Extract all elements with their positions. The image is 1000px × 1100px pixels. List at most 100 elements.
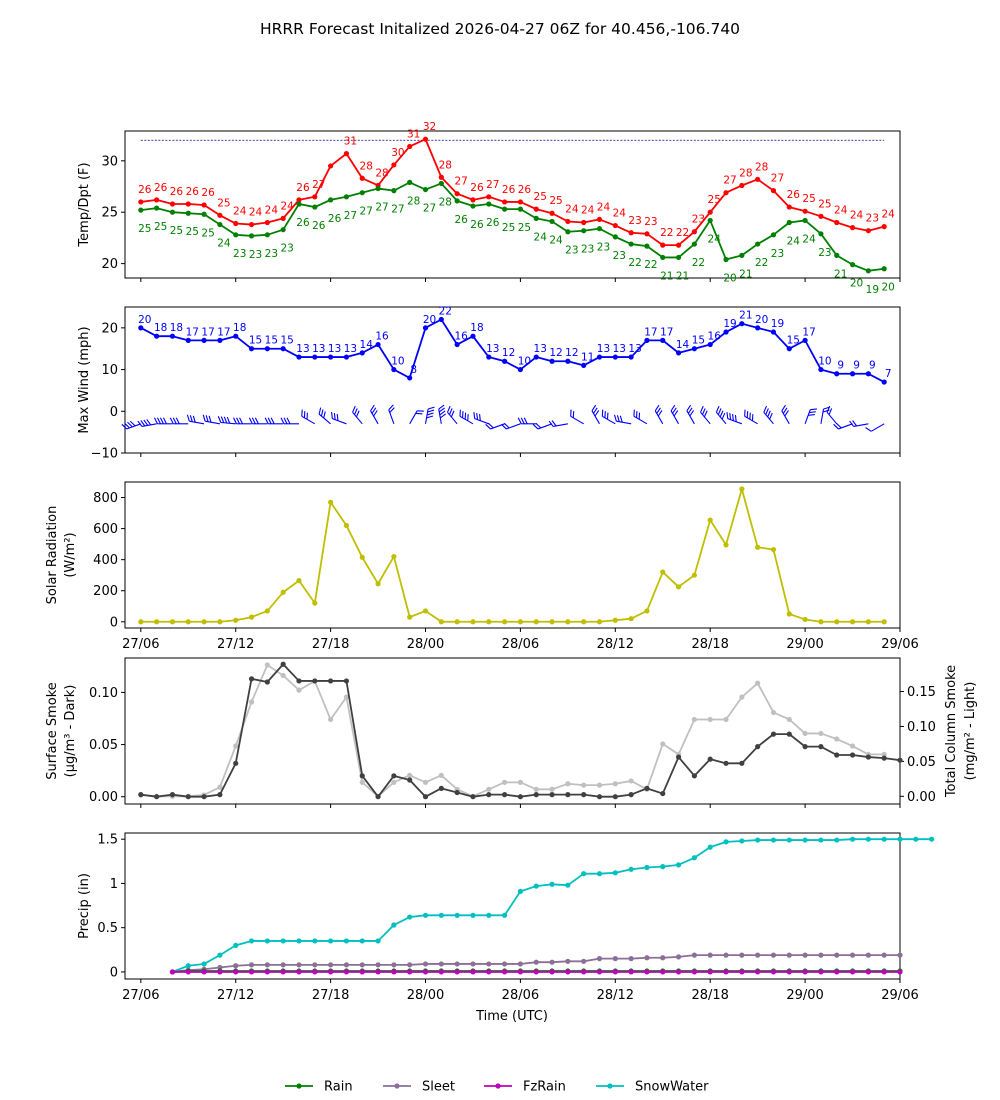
sleet-point — [312, 962, 318, 968]
dewpoint-point — [138, 207, 144, 213]
total-column-smoke-point — [280, 672, 286, 679]
dewpoint-data-label: 23 — [565, 245, 578, 257]
dewpoint-point — [201, 211, 207, 217]
temperature-data-label: 26 — [154, 182, 168, 194]
max-wind-point — [296, 354, 302, 360]
max-wind-point — [264, 346, 270, 352]
max-wind-point — [359, 350, 365, 356]
temperature-data-label: 26 — [296, 182, 310, 194]
total-column-smoke-point — [407, 772, 413, 778]
temperature-data-label: 22 — [660, 227, 673, 239]
temperature-point — [169, 201, 176, 207]
wind-barb — [715, 405, 727, 425]
temperature-data-label: 24 — [565, 203, 579, 215]
surface-smoke-point — [407, 777, 413, 783]
temperature-point — [296, 197, 302, 203]
dewpoint-data-label: 21 — [739, 268, 752, 280]
temperature-point — [707, 209, 713, 215]
surface-smoke-point — [169, 792, 176, 798]
temperature-point — [407, 143, 413, 150]
dewpoint-data-label: 27 — [391, 204, 404, 216]
max-wind-data-label: 20 — [423, 314, 436, 326]
sleet-point — [328, 962, 334, 968]
surface-smoke-point — [533, 792, 539, 798]
total-column-smoke-point — [343, 694, 350, 700]
snowwater-point — [233, 942, 239, 948]
solar-radiation-point — [675, 584, 682, 590]
surface-smoke-point — [581, 792, 587, 798]
snowwater-point — [533, 883, 539, 889]
wind-barb — [763, 405, 774, 425]
total-column-smoke-point — [517, 779, 524, 785]
solar-radiation-point — [739, 486, 745, 492]
snowwater-point — [596, 871, 603, 877]
wind-barb — [459, 409, 474, 425]
dewpoint-point — [802, 217, 808, 224]
total-column-smoke-point — [565, 781, 571, 787]
dewpoint-data-label: 23 — [249, 249, 262, 261]
solar-radiation-point — [422, 608, 429, 614]
sleet-point — [517, 961, 524, 967]
dewpoint-point — [644, 243, 650, 249]
surface-smoke-point — [422, 794, 429, 800]
surface-smoke-point — [391, 773, 397, 779]
smoke-panel: 0.00 0.05 0.10 Surface Smoke (μg/m³ - Dark) 0… — [45, 657, 978, 808]
sleet-point — [422, 961, 429, 967]
temperature-data-label: 31 — [407, 128, 420, 140]
dewpoint-data-label: 25 — [502, 222, 515, 234]
legend-marker — [607, 1083, 613, 1089]
dewpoint-data-label: 27 — [423, 203, 436, 215]
dewpoint-data-label: 27 — [375, 202, 388, 214]
wind-barb — [633, 409, 648, 425]
dewpoint-data-label: 25 — [154, 221, 167, 233]
wind-barb — [352, 405, 363, 425]
dewpoint-point — [154, 205, 160, 211]
temperature-point — [849, 225, 856, 231]
dewpoint-point — [217, 221, 223, 228]
surface-smoke-point — [818, 744, 824, 750]
dewpoint-point — [375, 185, 381, 192]
max-wind-point — [723, 329, 729, 335]
sleet-point — [644, 955, 650, 961]
max-wind-point — [343, 354, 350, 360]
snowwater-point — [328, 938, 334, 944]
temperature-point — [644, 231, 650, 237]
x-tick-label: 28/00 — [407, 988, 444, 1003]
max-wind-data-label: 18 — [233, 322, 246, 334]
dewpoint-point — [770, 232, 777, 238]
temperature-point — [770, 188, 777, 194]
max-wind-data-label: 12 — [565, 347, 578, 359]
total-column-smoke-point — [723, 716, 729, 723]
legend-item-fzrain: FzRain — [484, 1080, 566, 1095]
dewpoint-point — [834, 252, 840, 258]
total-column-smoke-point — [328, 716, 334, 723]
smoke-axes-frame — [124, 657, 901, 805]
dewpoint-data-label: 23 — [597, 242, 610, 254]
x-tick-label: 27/18 — [312, 988, 349, 1003]
dewpoint-point — [723, 256, 729, 263]
temperature-point — [185, 201, 191, 207]
wind-barb — [570, 409, 584, 425]
dewpoint-series-line — [140, 181, 885, 272]
temperature-point — [723, 190, 729, 196]
surface-smoke-point — [201, 794, 207, 800]
temperature-data-label: 27 — [454, 176, 467, 188]
dewpoint-point — [486, 201, 492, 207]
total-column-smoke-point — [849, 743, 856, 749]
snowwater-point — [818, 837, 824, 843]
sleet-point — [881, 952, 887, 958]
solar-radiation-point — [248, 614, 255, 620]
fzrain-point — [296, 969, 302, 975]
temperature-point — [438, 174, 444, 180]
x-tick-label: 29/06 — [881, 637, 918, 652]
sleet-point — [264, 962, 270, 968]
solar-radiation-point — [501, 619, 508, 625]
dewpoint-data-label: 20 — [850, 278, 863, 290]
surface-smoke-point — [217, 792, 223, 798]
y-tick-label: 0.5 — [97, 921, 118, 936]
temperature-point — [596, 216, 603, 223]
dewpoint-data-label: 27 — [344, 210, 357, 222]
max-wind-point — [755, 325, 761, 331]
max-wind-data-label: 17 — [644, 326, 657, 338]
